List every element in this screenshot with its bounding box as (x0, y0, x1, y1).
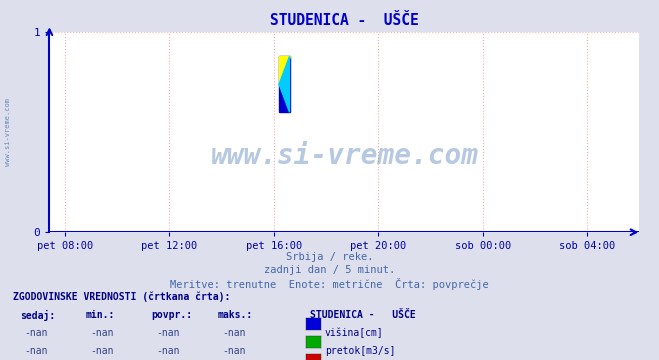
Text: ZGODOVINSKE VREDNOSTI (črtkana črta):: ZGODOVINSKE VREDNOSTI (črtkana črta): (13, 292, 231, 302)
Text: min.:: min.: (86, 310, 115, 320)
Text: www.si-vreme.com: www.si-vreme.com (5, 98, 11, 166)
Bar (279, 57, 289, 112)
Polygon shape (279, 57, 289, 84)
Text: -nan: -nan (222, 328, 246, 338)
Text: -nan: -nan (222, 346, 246, 356)
Text: pretok[m3/s]: pretok[m3/s] (325, 346, 395, 356)
Text: STUDENICA -   UŠČE: STUDENICA - UŠČE (310, 310, 415, 320)
Text: povpr.:: povpr.: (152, 310, 192, 320)
Text: -nan: -nan (90, 346, 114, 356)
Title: STUDENICA -  UŠČE: STUDENICA - UŠČE (270, 13, 418, 28)
Text: sedaj:: sedaj: (20, 310, 55, 321)
Text: maks.:: maks.: (217, 310, 252, 320)
Text: -nan: -nan (156, 328, 180, 338)
Text: -nan: -nan (24, 328, 48, 338)
Polygon shape (279, 57, 289, 112)
Text: Srbija / reke.: Srbija / reke. (286, 252, 373, 262)
Text: zadnji dan / 5 minut.: zadnji dan / 5 minut. (264, 265, 395, 275)
Text: Meritve: trenutne  Enote: metrične  Črta: povprečje: Meritve: trenutne Enote: metrične Črta: … (170, 278, 489, 290)
Text: -nan: -nan (90, 328, 114, 338)
Text: -nan: -nan (24, 346, 48, 356)
Text: www.si-vreme.com: www.si-vreme.com (210, 142, 478, 170)
Text: -nan: -nan (156, 346, 180, 356)
Text: višina[cm]: višina[cm] (325, 328, 384, 338)
